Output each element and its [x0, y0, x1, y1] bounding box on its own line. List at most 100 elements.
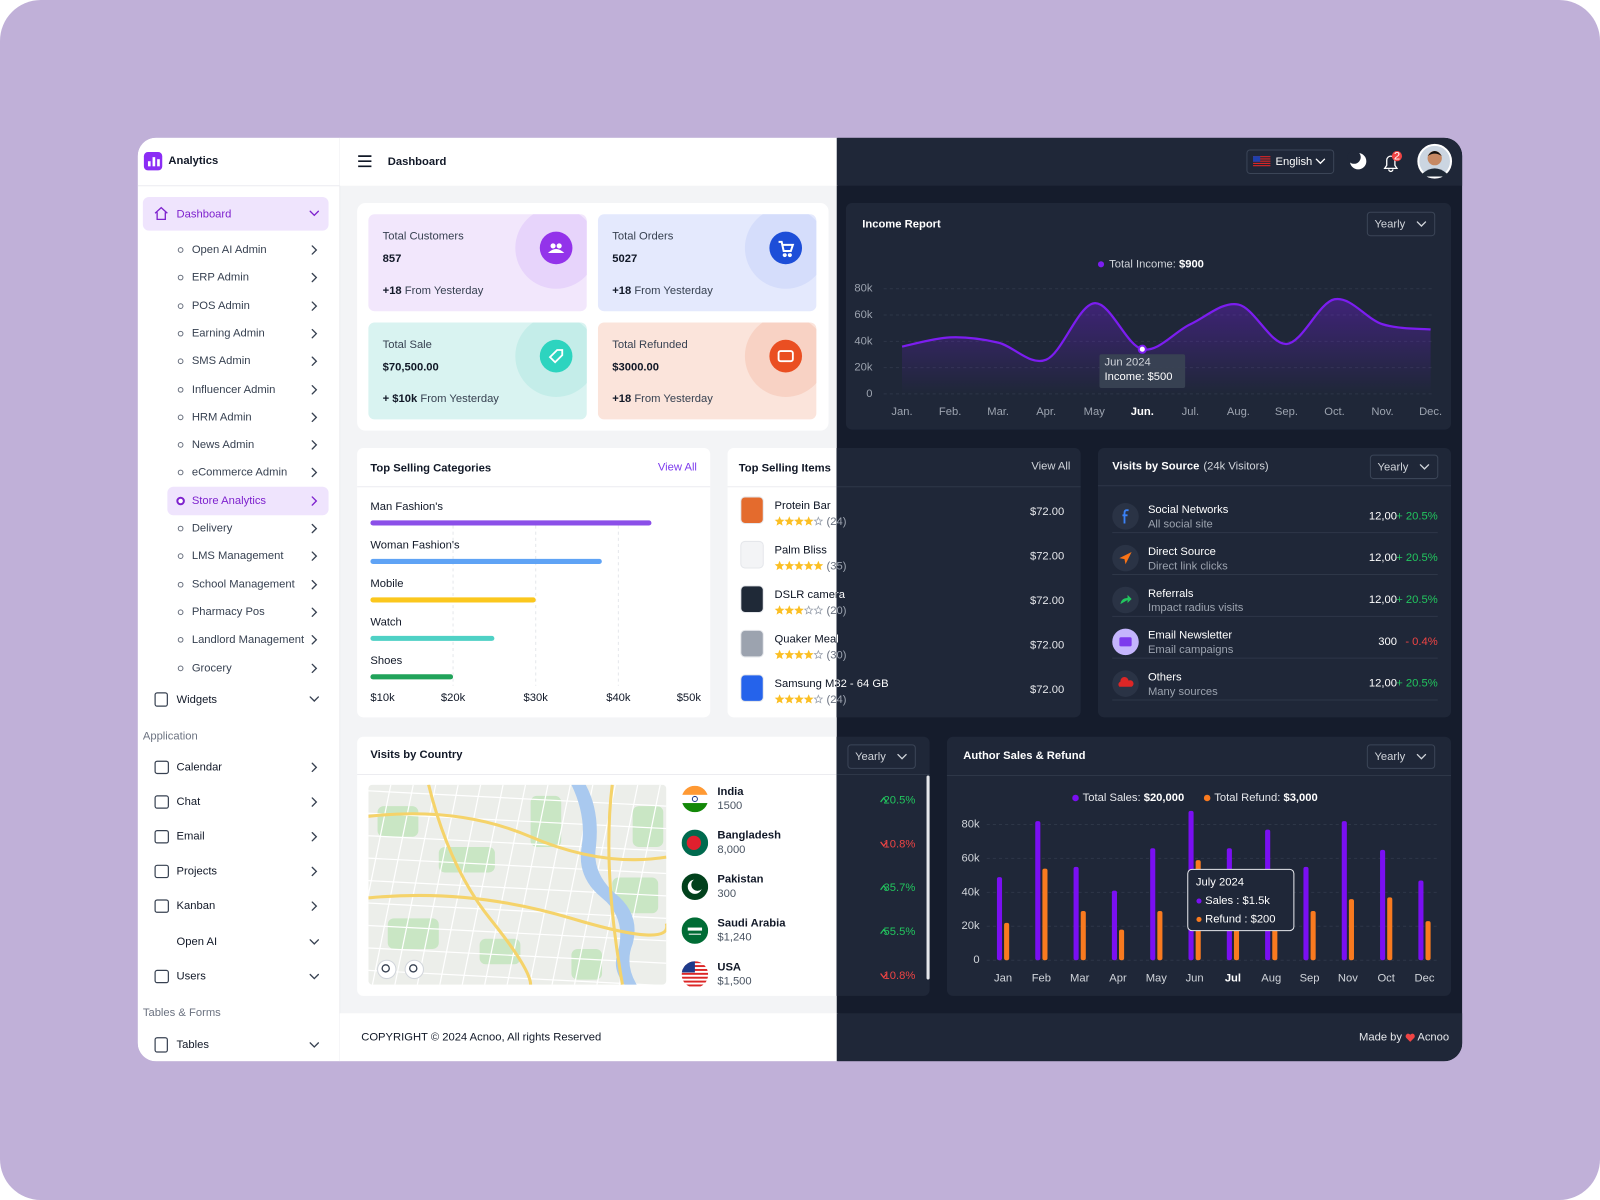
flag-stripe	[1253, 165, 1271, 167]
submenu-item[interactable]: Store Analytics	[192, 495, 267, 507]
x-tick-label: May	[1084, 406, 1106, 418]
flag	[681, 829, 709, 857]
chevron	[311, 467, 318, 478]
menu-label[interactable]: Chat	[177, 796, 202, 808]
bell-icon[interactable]	[1383, 155, 1399, 173]
submenu-item[interactable]: POS Admin	[192, 300, 250, 312]
star	[784, 694, 795, 704]
icon-glyph	[550, 243, 556, 249]
star	[794, 516, 804, 526]
rating	[774, 649, 824, 660]
dropdown[interactable]	[847, 744, 916, 769]
stat-label: Total Refunded	[612, 339, 687, 351]
star	[803, 649, 814, 660]
submenu-item[interactable]: Influencer Admin	[192, 384, 276, 396]
submenu-item[interactable]: School Management	[192, 579, 296, 591]
trend-arrow	[880, 973, 888, 979]
chevron	[311, 245, 318, 255]
source-change: + 20.5%	[1396, 552, 1438, 564]
x-tick-label: May	[1146, 973, 1168, 985]
footer-brand[interactable]: Acnoo	[1417, 1032, 1449, 1044]
source-description: Email campaigns	[1148, 644, 1234, 656]
star	[813, 694, 824, 704]
x-tick-label: $20k	[441, 692, 466, 704]
badge-count: 2	[1394, 151, 1400, 163]
submenu-item[interactable]: Earning Admin	[192, 328, 265, 340]
submenu-item[interactable]: Delivery	[192, 523, 233, 535]
submenu-item[interactable]: Open AI Admin	[192, 244, 267, 256]
menu-item-active[interactable]	[142, 196, 329, 231]
x-tick-label: Sep.	[1275, 406, 1298, 418]
logo-bar	[152, 157, 156, 167]
thumbnail	[740, 629, 764, 658]
chevron	[1315, 158, 1326, 165]
street	[368, 835, 667, 852]
menu-label[interactable]: Open AI	[177, 936, 218, 948]
menu-label[interactable]: Widgets	[177, 694, 218, 706]
menu-icon	[154, 760, 169, 775]
submenu-item[interactable]: LMS Management	[192, 550, 285, 562]
menu-label[interactable]: Users	[177, 970, 207, 982]
dropdown[interactable]	[1366, 211, 1436, 237]
scrollbar[interactable]	[926, 775, 930, 980]
x-tick-label: Oct	[1377, 973, 1395, 985]
menu-label[interactable]: Kanban	[177, 900, 216, 912]
submenu-item[interactable]: eCommerce Admin	[192, 466, 287, 478]
star	[774, 649, 785, 660]
submenu-item[interactable]: HRM Admin	[192, 411, 252, 423]
legend: Total Sales: $20,000	[1083, 792, 1185, 804]
zoom-button[interactable]	[404, 959, 424, 980]
view-all[interactable]: View All	[1031, 460, 1070, 472]
submenu-item[interactable]: Grocery	[192, 662, 232, 674]
submenu-active[interactable]	[167, 486, 329, 516]
legend: Total Refund: $3,000	[1214, 792, 1317, 804]
chevron	[311, 797, 318, 807]
star	[803, 560, 814, 571]
star	[794, 649, 804, 660]
star	[774, 516, 785, 526]
card-title: Author Sales & Refund	[963, 750, 1085, 762]
dropdown[interactable]	[1369, 454, 1439, 480]
legend-label: Total Sales:	[1083, 792, 1141, 804]
flag-band	[681, 803, 709, 813]
x-tick-label: Jul	[1225, 973, 1241, 985]
bullet	[177, 665, 184, 672]
header-light	[339, 137, 838, 186]
submenu-item[interactable]: News Admin	[192, 439, 254, 451]
item-price: $72.00	[1030, 551, 1064, 563]
y-tick-label: 40k	[961, 886, 979, 898]
change-value: +18	[383, 285, 402, 297]
bar	[1348, 899, 1354, 961]
bullet	[177, 274, 184, 281]
icon-glyph	[547, 248, 565, 254]
country-change: 10.8%	[883, 838, 915, 850]
tooltip-title: Jun 2024	[1105, 356, 1151, 368]
menu-toggle[interactable]	[355, 152, 374, 170]
submenu-item[interactable]: Pharmacy Pos	[192, 606, 265, 618]
submenu-item[interactable]: SMS Admin	[192, 355, 251, 367]
card-title: Top Selling Items	[739, 462, 831, 474]
legend-dot	[1097, 261, 1105, 268]
flag-sword	[688, 933, 702, 935]
stat-label: Total Orders	[612, 231, 673, 243]
country-name: USA	[717, 961, 741, 973]
dropdown[interactable]	[1366, 744, 1436, 769]
submenu-item[interactable]: Landlord Management	[192, 634, 305, 646]
bar	[370, 520, 652, 526]
zoom-button[interactable]	[377, 959, 397, 980]
menu-label[interactable]: Projects	[177, 865, 218, 877]
card	[1097, 447, 1452, 718]
bar	[1111, 890, 1117, 961]
view-all[interactable]: View All	[658, 461, 697, 473]
language-select[interactable]	[1246, 149, 1335, 174]
y-tick-label: 40k	[854, 335, 872, 347]
street	[484, 784, 527, 985]
submenu-item[interactable]: ERP Admin	[192, 272, 249, 284]
menu-label[interactable]: Email	[177, 831, 205, 843]
menu-label[interactable]: Calendar	[177, 761, 223, 773]
bar	[1004, 922, 1010, 961]
y-tick-label: 80k	[961, 818, 979, 830]
menu-label[interactable]: Tables	[177, 1039, 210, 1051]
bullet	[177, 386, 184, 393]
